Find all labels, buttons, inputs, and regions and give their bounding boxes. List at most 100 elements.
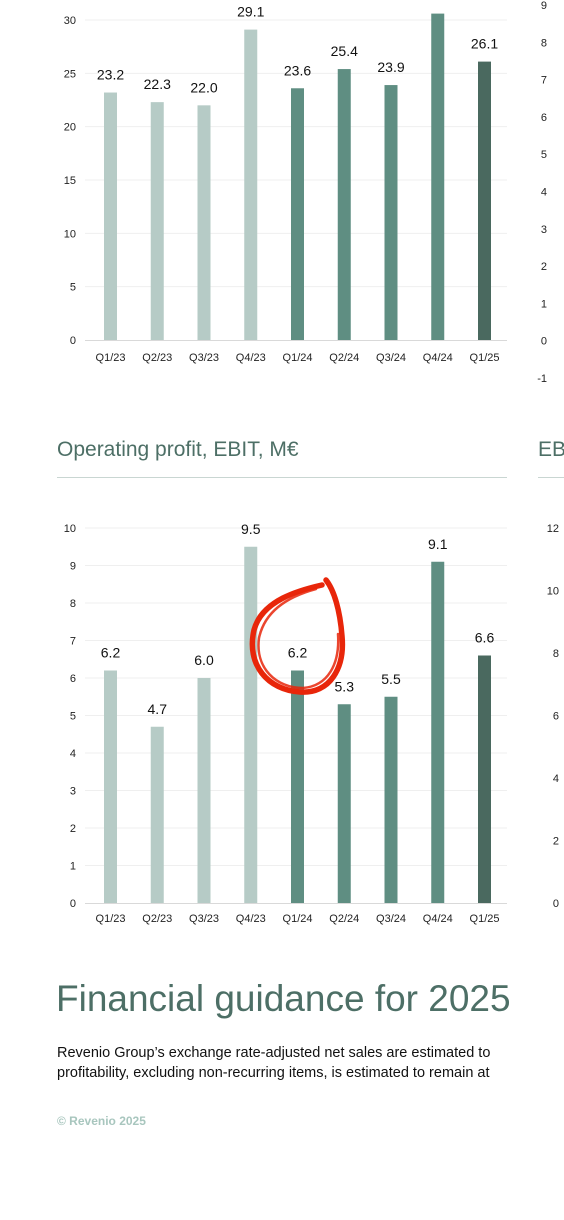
- y-tick-label: 2: [70, 823, 76, 835]
- bar: [197, 678, 211, 903]
- partial-y-tick-label: 5: [541, 149, 547, 161]
- partial-y-tick-label: 9: [541, 0, 547, 12]
- bar: [478, 61, 491, 340]
- partial-y-tick-label: 0: [541, 336, 547, 348]
- x-tick-label: Q1/23: [96, 913, 126, 925]
- x-tick-label: Q1/25: [470, 913, 500, 925]
- partial-y-tick-label: 6: [541, 112, 547, 124]
- partial-y-tick-label: 6: [553, 711, 559, 723]
- partial-y-tick-label: 2: [541, 261, 547, 273]
- bar: [291, 670, 304, 903]
- partial-title-rule: [538, 477, 564, 478]
- x-tick-label: Q1/23: [96, 352, 126, 364]
- x-tick-label: Q2/23: [142, 913, 172, 925]
- bar: [431, 561, 445, 903]
- data-label: 6.6: [475, 630, 495, 646]
- bar: [384, 85, 398, 340]
- y-tick-label: 30: [64, 15, 76, 27]
- y-tick-label: 5: [70, 711, 76, 723]
- partial-y-tick-label: 8: [553, 648, 559, 660]
- data-label: 29.1: [237, 4, 264, 20]
- ebit-title-rule: [57, 477, 507, 478]
- net-sales-bar-chart: 0 5 10 15 20 25 30 23.2 Q1/23 22.3 Q2/23 22.0 Q3/23 2…: [64, 4, 507, 364]
- x-tick-label: Q4/24: [423, 913, 453, 925]
- bar: [150, 726, 164, 903]
- data-label: 26.1: [471, 36, 498, 52]
- y-tick-label: 8: [70, 598, 76, 610]
- partial-y-tick-label: 12: [547, 523, 559, 535]
- y-tick-label: 10: [64, 228, 76, 240]
- y-tick-label: 1: [70, 861, 76, 873]
- partial-chart-title: EB: [538, 438, 564, 461]
- y-tick-label: 3: [70, 786, 76, 798]
- x-tick-label: Q3/24: [376, 913, 406, 925]
- y-tick-label: 0: [70, 335, 76, 347]
- bar: [197, 105, 211, 340]
- partial-y-tick-label: 3: [541, 224, 547, 236]
- data-label: 4.7: [148, 701, 168, 717]
- bar: [104, 92, 117, 341]
- data-label: 22.3: [144, 76, 171, 92]
- x-tick-label: Q2/23: [142, 352, 172, 364]
- partial-y-tick-label: 4: [553, 773, 559, 785]
- data-label: 22.0: [190, 79, 217, 95]
- data-label: 5.5: [381, 671, 401, 687]
- partial-y-tick-label: 7: [541, 75, 547, 87]
- partial-y-tick-label: 1: [541, 298, 547, 310]
- y-tick-label: 0: [70, 898, 76, 910]
- x-tick-label: Q3/23: [189, 913, 219, 925]
- bar: [384, 696, 398, 903]
- x-tick-label: Q2/24: [329, 352, 359, 364]
- x-tick-label: Q3/23: [189, 352, 219, 364]
- partial-y-tick-label: -1: [537, 373, 547, 385]
- data-label: 25.4: [331, 43, 358, 59]
- bar: [291, 88, 304, 341]
- annotation-stroke: [257, 587, 340, 690]
- copyright-footer: © Revenio 2025: [57, 1114, 146, 1128]
- data-label: 6.2: [101, 645, 121, 661]
- bar: [150, 102, 164, 340]
- partial-right-axis-top: 9 8 7 6 5 4 3 2 1 0 -1: [537, 0, 547, 385]
- bar: [478, 655, 491, 903]
- annotation-stroke: [249, 577, 346, 695]
- y-tick-label: 7: [70, 636, 76, 648]
- y-tick-label: 15: [64, 175, 76, 187]
- partial-y-tick-label: 0: [553, 898, 559, 910]
- ebit-chart-title: Operating profit, EBIT, M€: [57, 438, 299, 461]
- data-label: 6.2: [288, 645, 308, 661]
- partial-y-tick-label: 2: [553, 836, 559, 848]
- x-tick-label: Q1/24: [283, 913, 313, 925]
- x-tick-label: Q1/25: [470, 352, 500, 364]
- y-tick-label: 5: [70, 282, 76, 294]
- y-tick-label: 20: [64, 122, 76, 134]
- y-tick-label: 6: [70, 673, 76, 685]
- x-tick-label: Q2/24: [329, 913, 359, 925]
- bar: [104, 670, 117, 903]
- bar: [337, 704, 351, 903]
- data-label: 23.6: [284, 62, 311, 78]
- y-tick-label: 9: [70, 561, 76, 573]
- y-tick-label: 4: [70, 748, 76, 760]
- x-tick-label: Q1/24: [283, 352, 313, 364]
- bar: [244, 29, 258, 340]
- partial-y-tick-label: 8: [541, 37, 547, 49]
- x-tick-label: Q4/23: [236, 913, 266, 925]
- partial-y-tick-label: 4: [541, 187, 547, 199]
- data-label: 5.3: [335, 678, 355, 694]
- data-label: 9.1: [428, 536, 448, 552]
- guidance-heading: Financial guidance for 2025: [56, 978, 511, 1019]
- data-label: 9.5: [241, 521, 261, 537]
- y-tick-label: 10: [64, 523, 76, 535]
- guidance-text-line-1: Revenio Group’s exchange rate-adjusted n…: [57, 1045, 491, 1061]
- data-label: 23.2: [97, 67, 124, 83]
- bar: [431, 13, 445, 340]
- y-tick-label: 25: [64, 68, 76, 80]
- partial-y-tick-label: 10: [547, 586, 559, 598]
- data-label: 6.0: [194, 652, 214, 668]
- x-tick-label: Q4/24: [423, 352, 453, 364]
- data-label: 23.9: [377, 59, 404, 75]
- x-tick-label: Q3/24: [376, 352, 406, 364]
- bar: [337, 69, 351, 341]
